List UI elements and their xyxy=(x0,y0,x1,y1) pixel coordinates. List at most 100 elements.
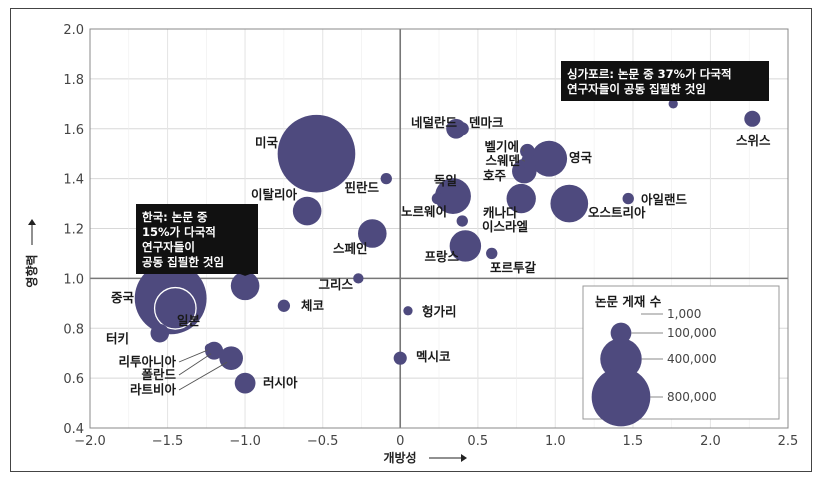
y-tick-label: 1.2 xyxy=(63,223,84,238)
point-label: 리투아니아 xyxy=(118,354,176,369)
point-label: 노르웨이 xyxy=(401,204,447,219)
annotation-text: 연구자들이 공동 집필한 것임 xyxy=(567,82,706,96)
x-tick-label: 1.5 xyxy=(623,434,644,449)
y-tick-label: 1.6 xyxy=(63,123,84,138)
legend-label: 100,000 xyxy=(667,326,717,340)
x-tick-label: 1.0 xyxy=(545,434,566,449)
bubble-point xyxy=(506,183,536,214)
bubble-point xyxy=(150,323,170,343)
point-label: 헝가리 xyxy=(422,304,457,319)
x-tick-label: −2.0 xyxy=(74,434,106,449)
bubble-point xyxy=(744,110,761,127)
point-label: 라트비아 xyxy=(130,382,177,397)
bubble-point xyxy=(292,196,322,226)
bubble-point xyxy=(153,286,197,330)
legend-bubble xyxy=(610,322,632,344)
point-label: 포르투갈 xyxy=(490,260,537,275)
point-label: 스웨덴 xyxy=(485,153,520,168)
leader-line xyxy=(521,159,526,162)
bubble-point xyxy=(455,122,469,136)
y-axis-arrowhead xyxy=(28,219,36,225)
annotation-box xyxy=(561,61,769,101)
legend-label: 800,000 xyxy=(667,390,717,404)
leader-line xyxy=(178,361,228,391)
point-label: 네덜란드 xyxy=(411,115,458,130)
point-label: 캐나다 xyxy=(483,205,518,220)
leader-line xyxy=(178,349,208,363)
point-label: 덴마크 xyxy=(469,115,504,130)
point-label: 호주 xyxy=(483,168,507,183)
legend-label: 1,000 xyxy=(667,307,701,321)
x-tick-label: −1.0 xyxy=(229,434,261,449)
annotation-text: 한국: 논문 중 xyxy=(142,210,208,224)
annotation-box xyxy=(136,204,258,274)
point-label: 러시아 xyxy=(263,375,298,390)
x-axis-arrowhead xyxy=(461,454,467,462)
legend-label: 400,000 xyxy=(667,352,717,366)
y-tick-label: 0.4 xyxy=(63,422,84,437)
bubble-point xyxy=(353,273,364,284)
point-label: 이스라엘 xyxy=(482,219,528,234)
bubble-point xyxy=(277,114,356,193)
x-tick-label: 2.0 xyxy=(700,434,721,449)
x-tick-label: 2.5 xyxy=(778,434,799,449)
bubble-chart: −2.0 −1.5 −1.0 −0.5 0 0.5 1.0 1.5 2.0 2.5 0.4 0.6 0.… xyxy=(24,23,799,465)
point-label: 멕시코 xyxy=(416,349,451,364)
bubble-point xyxy=(622,192,634,205)
annotation-text: 15%가 다국적 xyxy=(142,225,216,239)
bubble-point xyxy=(434,178,471,215)
y-tick-label: 1.8 xyxy=(63,73,84,88)
bubble-point xyxy=(456,215,468,227)
y-tick-label: 0.8 xyxy=(63,322,84,337)
y-axis-label: 영향력 xyxy=(24,254,39,287)
chart-frame: −2.0 −1.5 −1.0 −0.5 0 0.5 1.0 1.5 2.0 2.5 0.4 0.6 0.… xyxy=(10,8,812,472)
point-label: 영국 xyxy=(569,150,593,165)
point-label: 미국 xyxy=(255,135,279,150)
x-tick-label: 0.5 xyxy=(467,434,488,449)
bubble-point xyxy=(531,140,568,177)
annotation-text: 싱가포르: 논문 중 37%가 다국적 xyxy=(567,67,732,81)
y-tick-label: 0.6 xyxy=(63,372,84,387)
bubble-point xyxy=(277,299,291,312)
bubble-point xyxy=(219,346,243,371)
point-label: 핀란드 xyxy=(344,180,379,195)
point-label: 그리스 xyxy=(318,277,353,292)
point-label: 이탈리아 xyxy=(251,187,298,202)
point-label: 스페인 xyxy=(333,241,368,256)
legend-title: 논문 게재 수 xyxy=(595,294,662,309)
x-tick-label: −1.5 xyxy=(152,434,184,449)
bubble-point xyxy=(668,99,678,109)
point-label: 오스트리아 xyxy=(588,205,646,220)
point-label: 독일 xyxy=(434,173,457,188)
bubble-point xyxy=(234,372,256,394)
point-label: 벨기에 xyxy=(484,139,519,154)
bubble-point xyxy=(520,143,535,159)
annotation-text: 연구자들이 xyxy=(142,240,195,254)
leader-line xyxy=(521,146,524,152)
bubble-point xyxy=(204,343,215,353)
annotation-text: 공동 집필한 것임 xyxy=(142,255,224,269)
y-tick-label: 2.0 xyxy=(63,23,84,38)
plot-border xyxy=(89,28,789,429)
bubble-point xyxy=(230,271,260,301)
point-label: 일본 xyxy=(177,313,201,328)
point-label: 스위스 xyxy=(736,133,771,148)
annotation-pointer xyxy=(240,274,251,276)
y-tick-label: 1.0 xyxy=(63,272,84,287)
x-tick-label: −0.5 xyxy=(307,434,339,449)
bubble-point xyxy=(486,247,498,260)
legend-bubble xyxy=(600,338,642,380)
x-tick-label: 0 xyxy=(396,434,404,449)
point-label: 폴란드 xyxy=(141,367,176,382)
bubble-point xyxy=(449,230,482,262)
bubble-point xyxy=(393,351,407,365)
bubble-point xyxy=(403,306,413,316)
bubble-point xyxy=(550,184,589,223)
point-label: 중국 xyxy=(111,290,135,305)
bubble-point xyxy=(431,192,444,205)
point-label: 프랑스 xyxy=(424,249,459,264)
annotation-pointer xyxy=(668,98,679,101)
leader-line xyxy=(178,353,212,376)
y-tick-label: 1.4 xyxy=(63,173,84,188)
x-axis-label: 개방성 xyxy=(383,450,416,465)
